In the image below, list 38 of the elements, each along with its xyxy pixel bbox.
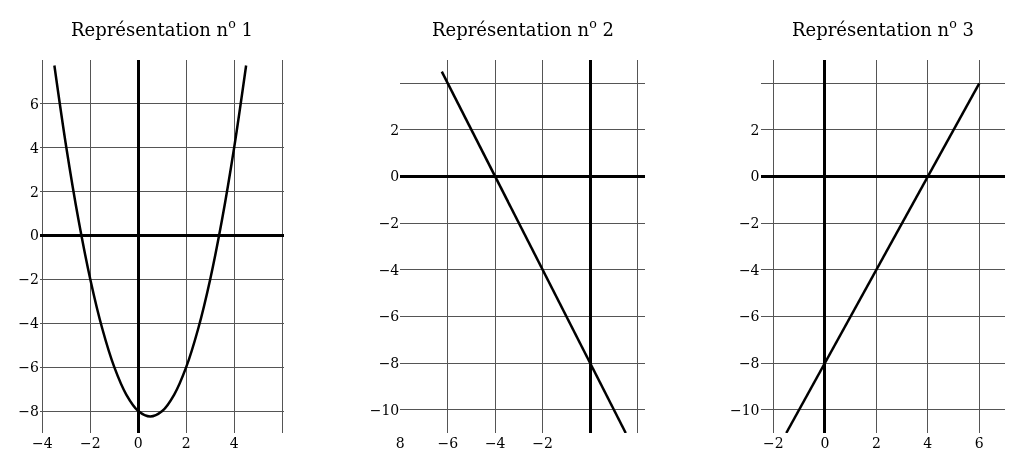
y-tick-label: 2 [390, 121, 400, 138]
y-tick-label: −2 [738, 215, 760, 232]
x-tick-label: −6 [437, 435, 459, 451]
y-tick-label: 4 [30, 139, 40, 156]
chart-title: Représentation n$^{o}$ 3 [792, 16, 974, 40]
x-tick-label: 0 [133, 435, 143, 451]
y-tick-label: −4 [18, 315, 40, 332]
y-tick-label: −10 [369, 401, 400, 418]
y-tick-label: 6 [30, 95, 40, 112]
x-tick-label: 0 [820, 435, 830, 451]
chart-title: Représentation n$^{o}$ 2 [432, 16, 614, 40]
y-tick-label: 2 [30, 183, 39, 200]
y-tick-label: −6 [738, 308, 760, 325]
y-tick-label: −8 [18, 402, 39, 419]
y-tick-label: 2 [750, 121, 760, 138]
y-tick-label: −4 [738, 261, 760, 278]
x-tick-label: −2 [80, 435, 101, 451]
y-tick-label: 0 [750, 168, 760, 185]
y-tick-label: 0 [390, 168, 400, 185]
y-tick-label: 0 [30, 227, 39, 244]
y-tick-label: −2 [18, 271, 39, 288]
x-tick-label: 2 [871, 435, 881, 451]
x-tick-label: −2 [763, 435, 784, 451]
x-tick-label: 4 [923, 435, 933, 451]
x-tick-label: 4 [229, 435, 239, 451]
y-tick-label: −6 [378, 308, 400, 325]
y-tick-label: −4 [378, 261, 400, 278]
x-tick-label: 6 [974, 435, 984, 451]
x-tick-label: −4 [484, 435, 506, 451]
chart-title: Représentation n$^{o}$ 1 [71, 16, 253, 40]
y-tick-label: −2 [378, 215, 400, 232]
x-tick-label: 8 [395, 435, 405, 451]
y-tick-label: −8 [378, 354, 400, 371]
y-tick-label: −8 [738, 354, 760, 371]
x-tick-label: −2 [532, 435, 553, 451]
y-tick-label: −6 [18, 359, 40, 376]
y-tick-label: −10 [729, 401, 760, 418]
x-tick-label: 2 [181, 435, 191, 451]
